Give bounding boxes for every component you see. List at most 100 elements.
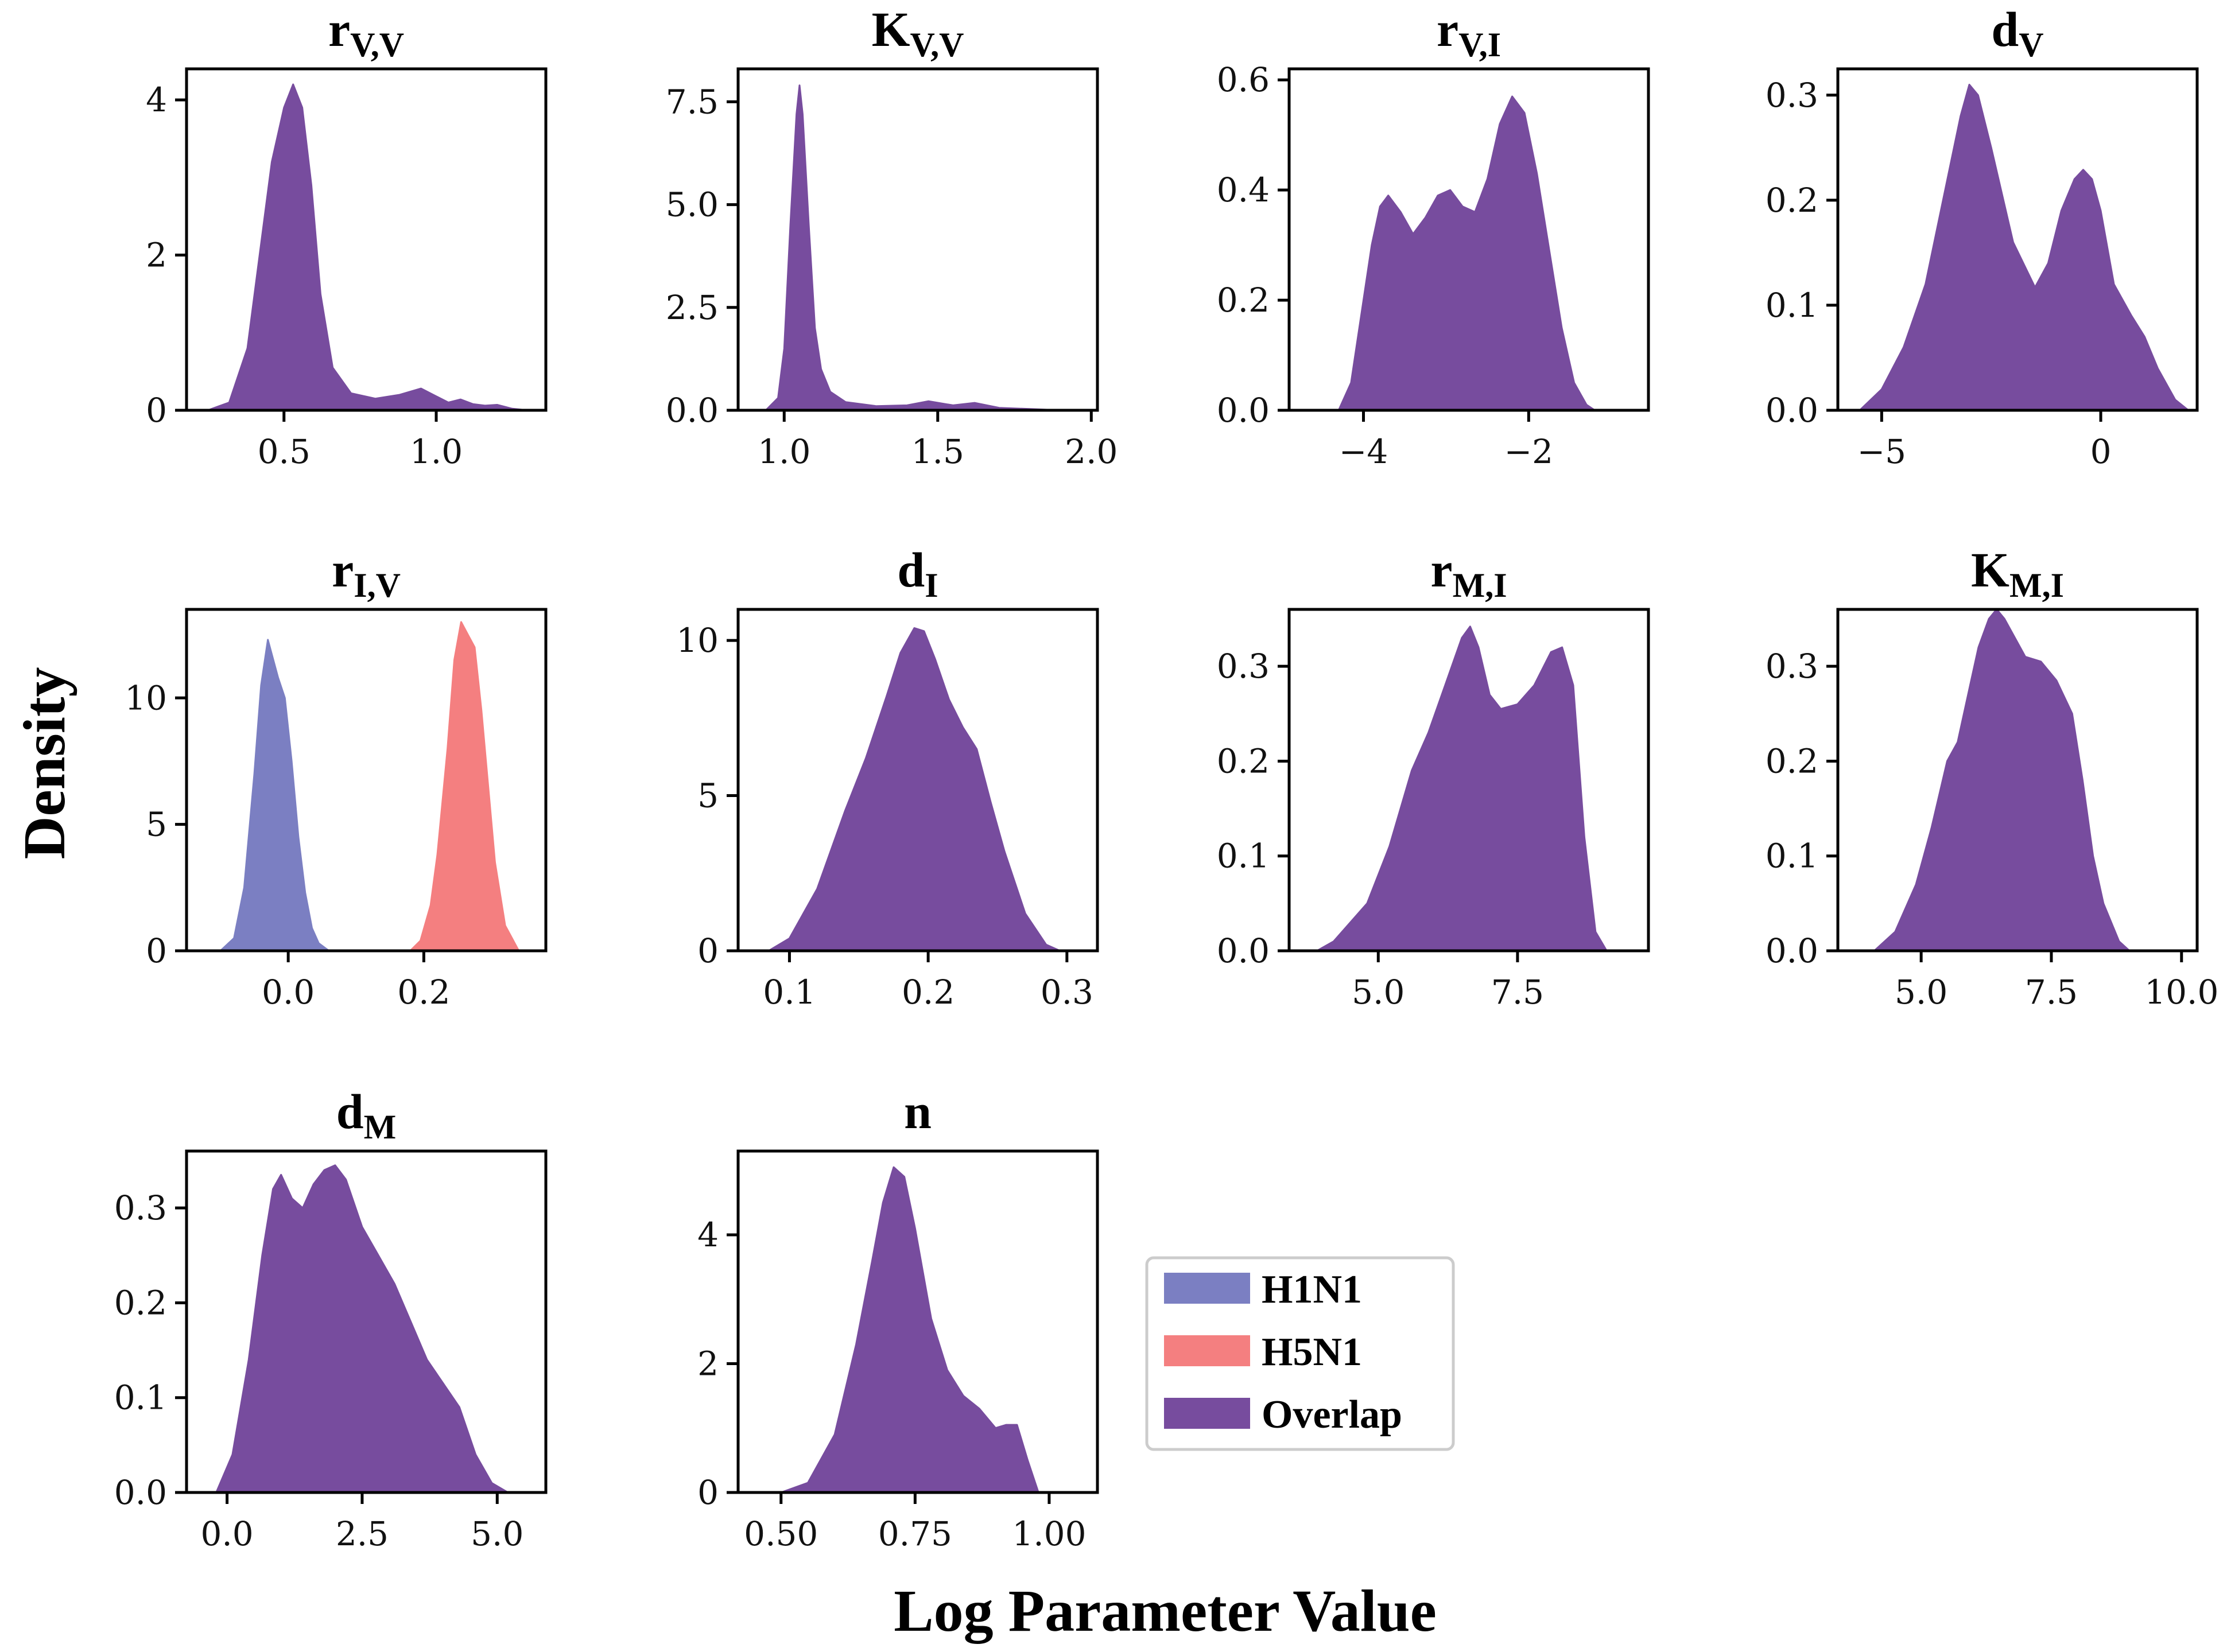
y-tick-label-KVV-3: 7.5 [666,82,719,121]
x-tick-label-KMI-0: 5.0 [1895,973,1947,1012]
y-tick-label-n-2: 4 [697,1215,719,1254]
panel-dI: 0.1 0.2 0.3 0 5 10 dI [676,542,1099,1012]
axes-frame-KVV [736,67,1099,412]
density-area-rMI-overlap [1316,625,1608,952]
y-tick-label-rIV-2: 10 [125,678,167,717]
panel-rVI: −4 −2 0.0 0.2 0.4 0.6 rV,I [1217,2,1650,471]
x-tick-label-dI-0: 0.1 [763,973,816,1012]
density-area-n-overlap [780,1166,1039,1494]
x-tick-label-KVV-1: 1.5 [911,432,964,471]
y-tick-label-n-1: 2 [697,1344,719,1383]
x-tick-label-dM-0: 0.0 [200,1514,253,1553]
y-tick-label-KVV-1: 2.5 [666,288,719,327]
y-tick-label-dV-0: 0.0 [1766,391,1818,430]
y-tick-label-rVV-2: 4 [146,80,167,119]
x-tick-label-n-2: 1.00 [1012,1514,1086,1553]
axes-frame-rIV [185,608,548,953]
x-tick-label-rIV-0: 0.0 [262,973,315,1012]
y-tick-label-rIV-0: 0 [146,931,167,970]
y-tick-label-rVV-1: 2 [146,236,167,275]
x-axis-title: Log Parameter Value [894,1578,1437,1644]
y-tick-label-dI-2: 10 [676,621,719,660]
y-tick-label-rIV-1: 5 [146,805,167,844]
panel-KMI: 5.0 7.5 10.0 0.0 0.1 0.2 0.3 KM,I [1766,542,2219,1012]
x-tick-label-n-0: 0.50 [744,1514,818,1553]
y-tick-label-rVI-1: 0.2 [1217,281,1270,320]
y-tick-label-dV-2: 0.2 [1766,181,1818,220]
density-area-rVV-overlap [207,83,529,411]
y-tick-label-rMI-2: 0.2 [1217,741,1270,780]
x-tick-label-dM-1: 2.5 [336,1514,389,1553]
x-tick-label-n-1: 0.75 [878,1514,952,1553]
axes-frame-rVI [1287,67,1650,412]
y-tick-label-KMI-2: 0.2 [1766,741,1818,780]
y-tick-label-dM-1: 0.1 [114,1378,167,1417]
y-tick-label-dM-3: 0.3 [114,1188,167,1227]
x-tick-label-rVI-0: −4 [1339,432,1388,471]
panel-title-rVI: rV,I [1437,2,1501,64]
panel-n: 0.50 0.75 1.00 0 2 4 n [697,1084,1099,1553]
y-tick-label-rVI-3: 0.6 [1217,60,1270,99]
y-tick-label-dV-3: 0.3 [1766,76,1818,115]
y-tick-label-rMI-0: 0.0 [1217,931,1270,970]
x-tick-label-rMI-1: 7.5 [1491,973,1544,1012]
y-tick-label-KMI-1: 0.1 [1766,837,1818,876]
y-tick-label-KVV-2: 5.0 [666,185,719,224]
x-tick-label-rMI-0: 5.0 [1352,973,1405,1012]
legend-swatch-h1n1 [1164,1273,1250,1304]
panel-title-rIV: rI,V [332,542,401,604]
x-tick-label-dI-1: 0.2 [902,973,955,1012]
y-tick-label-rVV-0: 0 [146,391,167,430]
x-tick-label-KMI-1: 7.5 [2025,973,2078,1012]
density-area-KVV-overlap [765,84,1062,411]
y-tick-label-rMI-1: 0.1 [1217,837,1270,876]
y-tick-label-dI-0: 0 [697,931,719,970]
x-tick-label-dM-2: 5.0 [471,1514,523,1553]
axes-frame-dV [1836,67,2199,412]
panel-rVV: 0.5 1.0 0 2 4 rV,V [146,2,548,471]
panel-title-dV: dV [1991,2,2043,64]
legend-label-h5n1: H5N1 [1262,1330,1362,1374]
x-tick-label-rIV-1: 0.2 [397,973,450,1012]
x-tick-label-KMI-2: 10.0 [2144,973,2218,1012]
density-area-KMI-overlap [1873,608,2131,952]
y-tick-label-n-0: 0 [697,1473,719,1512]
x-tick-label-rVI-1: −2 [1504,432,1554,471]
x-tick-label-KVV-2: 2.0 [1065,432,1118,471]
panel-title-dM: dM [336,1084,396,1146]
panel-title-KVV: KV,V [872,2,964,64]
x-tick-label-rVV-1: 1.0 [410,432,463,471]
y-tick-label-rVI-0: 0.0 [1217,391,1270,430]
density-area-dI-overlap [767,627,1061,952]
legend-swatch-h5n1 [1164,1335,1250,1366]
axes-frame-rVV [185,67,548,412]
axes-frame-rMI [1287,608,1650,953]
panel-rMI: 5.0 7.5 0.0 0.1 0.2 0.3 rM,I [1217,542,1650,1012]
panel-title-dI: dI [897,542,938,604]
y-tick-label-dM-0: 0.0 [114,1473,167,1512]
panel-KVV: 1.0 1.5 2.0 0.0 2.5 5.0 7.5 KV,V [666,2,1118,471]
density-area-rIV-h1n1 [219,639,330,952]
axes-frame-dI [736,608,1099,953]
panel-title-rVV: rV,V [328,2,404,64]
y-tick-label-KMI-0: 0.0 [1766,931,1818,970]
x-tick-label-dI-2: 0.3 [1041,973,1093,1012]
y-tick-label-KVV-0: 0.0 [666,391,719,430]
panel-rIV: 0.0 0.2 0 5 10 rI,V [125,542,548,1012]
density-area-rIV-h5n1 [409,621,520,952]
x-tick-label-rVV-0: 0.5 [258,432,311,471]
y-tick-label-rMI-3: 0.3 [1217,647,1270,686]
density-area-dM-overlap [215,1164,509,1494]
panel-dV: −5 0 0.0 0.1 0.2 0.3 dV [1766,2,2199,471]
x-tick-label-KVV-0: 1.0 [758,432,810,471]
y-tick-label-dV-1: 0.1 [1766,286,1818,325]
legend: H1N1 H5N1 Overlap [1145,1256,1455,1451]
legend-label-overlap: Overlap [1262,1393,1402,1437]
y-tick-label-dI-1: 5 [697,776,719,815]
density-area-rVI-overlap [1337,95,1596,411]
axes-frame-n [736,1149,1099,1494]
x-tick-label-dV-0: −5 [1857,432,1907,471]
y-tick-label-dM-2: 0.2 [114,1283,167,1322]
